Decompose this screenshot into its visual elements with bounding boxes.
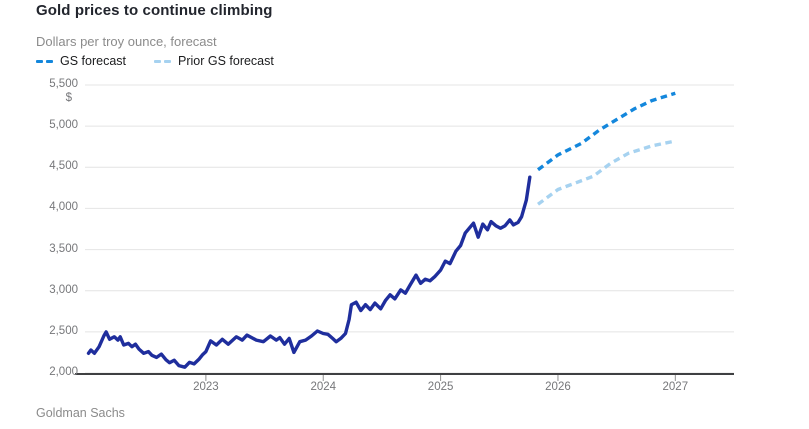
y-tick-label: 4,500 <box>49 160 78 173</box>
y-axis-unit: $ <box>65 92 72 104</box>
x-tick-label: 2023 <box>193 381 219 393</box>
dashed-line-swatch <box>154 59 171 63</box>
chart-subtitle: Dollars per troy ounce, forecast <box>36 34 217 49</box>
x-tick-label: 2026 <box>545 381 571 393</box>
x-tick-label: 2027 <box>662 381 689 393</box>
chart-title: Gold prices to continue climbing <box>36 2 273 19</box>
gold-price-line <box>86 175 532 369</box>
legend-label: GS forecast <box>60 54 126 68</box>
chart-legend: GS forecast Prior GS forecast <box>36 54 274 68</box>
x-tick-label: 2024 <box>310 381 337 393</box>
x-tick-label: 2025 <box>427 381 454 393</box>
y-tick-label: 2,000 <box>49 366 78 378</box>
dashed-line-swatch <box>36 59 53 63</box>
y-tick-label: 2,500 <box>49 324 78 337</box>
gs-forecast-line <box>536 91 676 172</box>
y-tick-label: 3,000 <box>49 283 78 296</box>
y-tick-label: 3,500 <box>49 242 78 255</box>
legend-label: Prior GS forecast <box>178 54 274 68</box>
y-tick-label: 5,500 <box>49 78 78 90</box>
legend-item: GS forecast <box>36 54 126 68</box>
source-label: Goldman Sachs <box>36 406 125 420</box>
y-tick-label: 5,000 <box>49 119 78 132</box>
y-tick-label: 4,000 <box>49 201 78 214</box>
prior-gs-forecast-line <box>536 139 676 206</box>
legend-item: Prior GS forecast <box>154 54 274 68</box>
